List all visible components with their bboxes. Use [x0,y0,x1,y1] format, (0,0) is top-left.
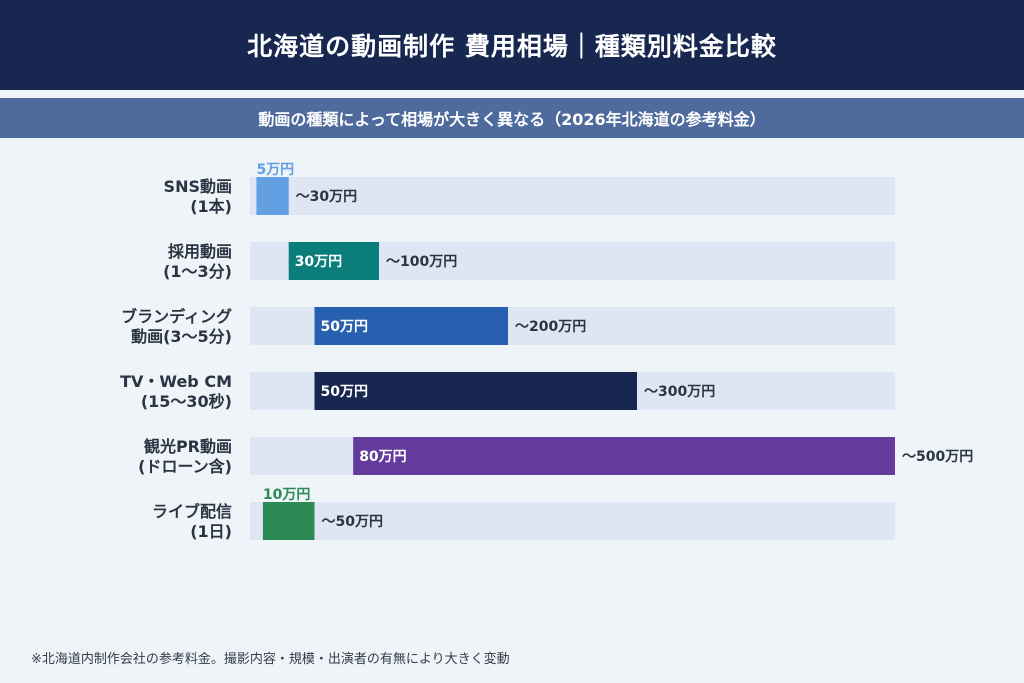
category-label-line: 採用動画 [168,242,232,261]
category-label: SNS動画(1本) [164,177,232,216]
category-label-line: (15〜30秒) [141,392,232,411]
category-label: 採用動画(1〜3分) [163,242,232,281]
min-value-label: 5万円 [256,162,294,178]
category-label-line: (1〜3分) [163,262,232,281]
category-label-line: 観光PR動画 [144,437,232,456]
category-label-line: (1日) [190,522,232,541]
min-value-label: 50万円 [321,384,368,400]
category-label: ライブ配信(1日) [152,502,232,541]
category-label: ブランディング動画(3〜5分) [121,307,232,346]
min-value-label: 30万円 [295,254,342,270]
bar-track [250,502,895,540]
bar [256,177,289,215]
category-label-line: (1本) [190,197,232,216]
max-value-label: 〜50万円 [322,514,383,530]
bar [314,372,637,410]
bar [314,307,508,345]
category-label-line: 動画(3〜5分) [131,327,232,346]
category-label-line: (ドローン含) [138,457,232,476]
min-value-label: 10万円 [263,487,310,503]
max-value-label: 〜30万円 [296,189,357,205]
category-label-line: SNS動画 [164,177,232,196]
page-title: 北海道の動画制作 費用相場｜種類別料金比較 [0,0,1024,90]
min-value-label: 80万円 [359,449,406,465]
bar [288,242,379,280]
category-label-line: ブランディング [121,307,232,326]
bar [262,502,315,540]
bar-track [250,177,895,215]
bar [353,437,895,475]
max-value-label: 〜300万円 [644,384,715,400]
category-label-line: TV・Web CM [120,372,232,391]
category-label: TV・Web CM (15〜30秒) [120,372,232,411]
max-value-label: 〜100万円 [386,254,457,270]
min-value-label: 50万円 [321,319,368,335]
footnote: ※北海道内制作会社の参考料金。撮影内容・規模・出演者の有無により大きく変動 [31,652,510,667]
max-value-label: 〜200万円 [515,319,586,335]
page-subtitle: 動画の種類によって相場が大きく異なる（2026年北海道の参考料金） [0,98,1024,138]
max-value-label: 〜500万円 [902,449,973,465]
category-label-line: ライブ配信 [152,502,232,521]
category-label: 観光PR動画(ドローン含) [138,437,232,476]
